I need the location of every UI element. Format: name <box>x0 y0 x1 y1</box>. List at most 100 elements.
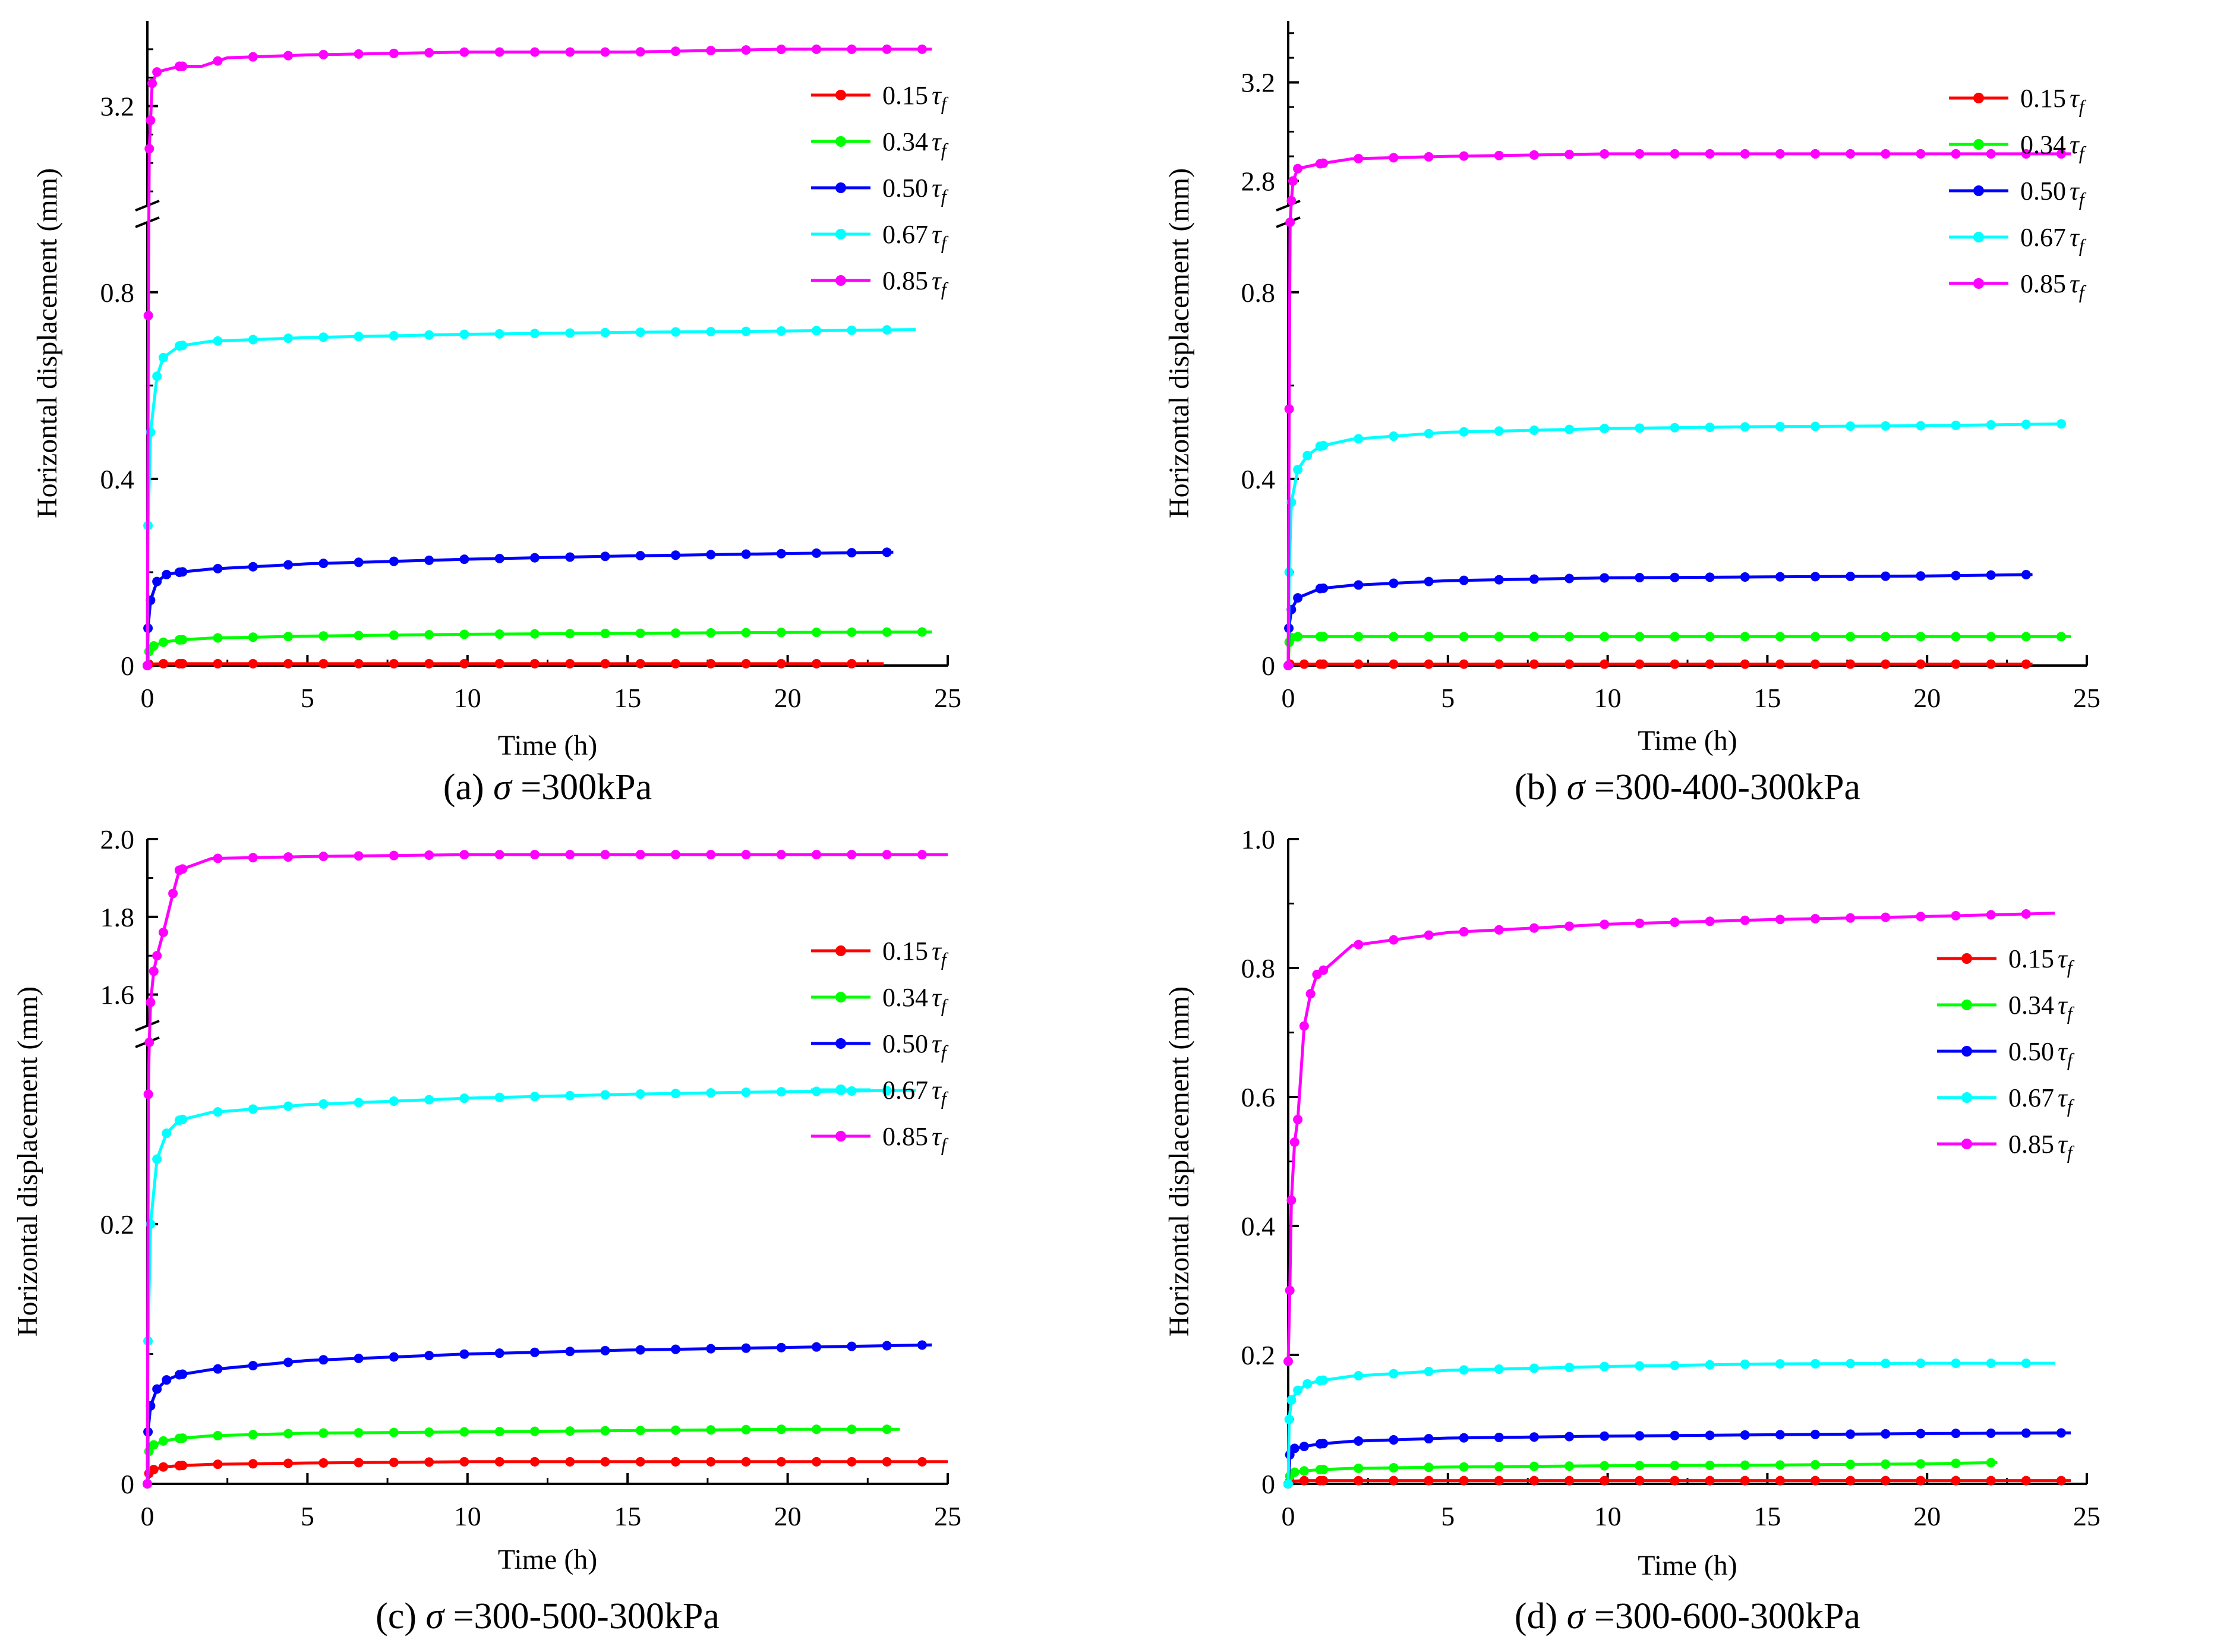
series-marker <box>424 1427 434 1437</box>
series-marker <box>1459 1462 1469 1472</box>
series-0.85 <box>143 44 932 670</box>
series-marker <box>1986 1428 1996 1438</box>
caption-sigma: σ <box>1567 1596 1586 1637</box>
y-tick-label: 0.6 <box>1241 1082 1276 1112</box>
series-marker <box>812 628 822 638</box>
series-marker <box>1740 1359 1750 1369</box>
series-0.34 <box>143 1424 900 1489</box>
series-marker <box>1494 1462 1504 1472</box>
series-marker <box>671 1425 681 1435</box>
x-tick-label: 5 <box>1441 683 1455 713</box>
series-0.34 <box>1283 632 2071 670</box>
series-marker <box>1315 159 1325 169</box>
series-marker <box>1600 632 1610 642</box>
series-marker <box>158 352 168 362</box>
legend-tau: τ <box>932 1076 942 1105</box>
series-marker <box>158 637 168 647</box>
legend-tau: τ <box>932 174 942 203</box>
series-marker <box>635 850 645 860</box>
chart-panel-a: 0 5 10 15 20 25 0 0.4 0.8 3.2 Time (h) Horizontal d… <box>31 21 961 808</box>
series-marker <box>1354 1463 1364 1473</box>
series-marker <box>318 658 329 669</box>
series-0.15 <box>1283 659 2033 670</box>
series-marker <box>1389 1476 1399 1486</box>
series-marker <box>529 658 540 669</box>
series-marker <box>354 658 364 669</box>
series-line <box>1286 1431 2071 1484</box>
series-marker <box>1354 1436 1364 1446</box>
x-tick-label: 25 <box>2073 1501 2100 1531</box>
y-tick-label: 0.2 <box>1241 1340 1276 1370</box>
series-marker <box>354 630 364 641</box>
series-line <box>1287 663 2033 667</box>
legend-subscript: f <box>2079 188 2087 210</box>
series-marker <box>174 635 184 645</box>
series-marker <box>389 330 399 341</box>
series-marker <box>354 49 364 59</box>
legend-swatch-marker <box>1973 139 1984 150</box>
series-marker <box>529 850 540 860</box>
series-marker <box>882 44 892 54</box>
legend-tau: τ <box>2058 1130 2068 1159</box>
series-marker <box>706 550 716 560</box>
series-marker <box>1354 1476 1364 1486</box>
series-marker <box>149 966 159 976</box>
series-0.15 <box>1283 1476 2071 1489</box>
series-marker <box>1951 910 1961 920</box>
series-line <box>1286 1479 2071 1485</box>
series-marker <box>494 658 504 669</box>
series-marker <box>318 1428 329 1438</box>
series-marker <box>1283 1356 1293 1366</box>
series-marker <box>1315 659 1325 669</box>
series-marker <box>1302 450 1313 461</box>
series-0.34 <box>1283 1458 1998 1489</box>
x-tick-label: 20 <box>1913 683 1941 713</box>
series-marker <box>1424 428 1434 439</box>
caption-value: =300-400-300kPa <box>1585 767 1860 808</box>
series-marker <box>1459 427 1469 437</box>
series-marker <box>1459 659 1469 669</box>
x-tick-label: 15 <box>1753 683 1781 713</box>
series-marker <box>152 67 162 77</box>
series-0.67 <box>1283 1358 2055 1489</box>
series-marker <box>1565 1363 1575 1373</box>
y-tick-label: 3.2 <box>100 92 135 122</box>
legend-swatch-marker <box>1961 1046 1972 1057</box>
series-marker <box>1389 1435 1399 1445</box>
series-marker <box>882 627 892 637</box>
legend-value: 0.50 <box>2008 1037 2054 1066</box>
series-marker <box>318 852 329 862</box>
series-marker <box>741 326 751 336</box>
y-tick-label: 0 <box>121 651 134 681</box>
legend-value: 0.50 <box>2020 176 2066 206</box>
series-marker <box>1775 632 1785 642</box>
series-marker <box>168 888 178 898</box>
series-marker <box>1811 1459 1821 1470</box>
series-marker <box>1881 421 1891 431</box>
series-marker <box>1529 1432 1539 1442</box>
series-marker <box>1286 1395 1297 1405</box>
legend-value: 0.85 <box>2008 1130 2054 1159</box>
chart-panel-d: 0 5 10 15 20 25 0 0.2 0.4 0.6 0.8 1.0 Time (h) Horizo… <box>1163 824 2100 1637</box>
series-marker <box>1565 149 1575 159</box>
series-marker <box>1740 1430 1750 1440</box>
series-marker <box>1529 632 1539 642</box>
series-marker <box>1916 1459 1926 1469</box>
series-marker <box>1459 151 1469 161</box>
series-0.50 <box>1283 570 2033 670</box>
series-marker <box>1424 1434 1434 1444</box>
series-marker <box>389 48 399 58</box>
legend-tau: τ <box>932 1029 942 1058</box>
series-marker <box>565 629 575 639</box>
series-marker <box>1635 149 1645 159</box>
series-marker <box>1302 1379 1313 1389</box>
series-marker <box>424 1095 434 1105</box>
series-marker <box>1670 918 1680 928</box>
legend-swatch-marker <box>1961 1139 1972 1149</box>
series-0.50 <box>143 1340 932 1489</box>
caption-prefix: (d) <box>1515 1596 1567 1637</box>
series-marker <box>1635 423 1645 433</box>
x-tick-label: 5 <box>301 1501 314 1531</box>
series-marker <box>565 328 575 338</box>
legend-tau: τ <box>932 937 942 966</box>
